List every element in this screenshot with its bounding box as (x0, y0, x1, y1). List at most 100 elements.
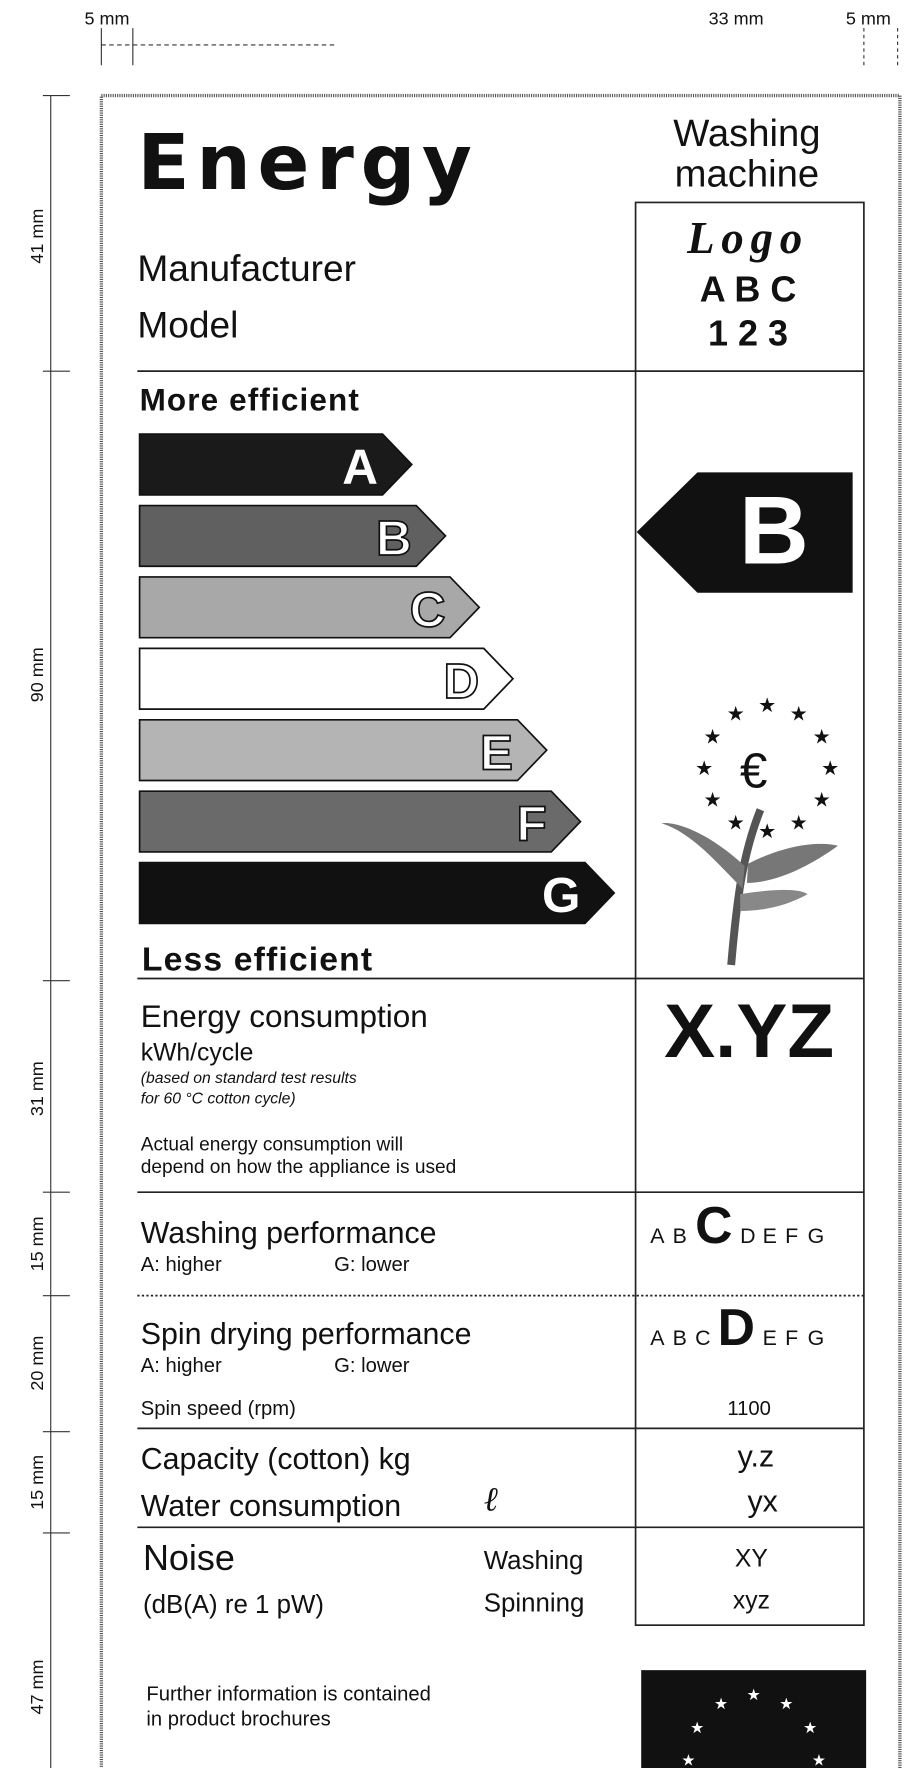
ecolabel-box (641, 1670, 867, 1768)
class-letter: A (342, 440, 378, 495)
noise-spinning-value: xyz (733, 1587, 770, 1614)
water-label: Water consumption (141, 1490, 401, 1523)
noise-washing: Washing (484, 1547, 584, 1575)
energy-value: X.YZ (664, 989, 834, 1074)
rating-letter-large: C (695, 1196, 732, 1254)
star: ★ (690, 1720, 704, 1737)
appliance: machine (675, 153, 819, 196)
spin-lower: G: lower (334, 1355, 410, 1377)
euro-sign: € (740, 743, 768, 798)
class-arrow (138, 647, 515, 710)
star: ★ (813, 726, 831, 748)
star: ★ (727, 703, 745, 725)
spin-higher: A: higher (141, 1355, 222, 1377)
class-letter: F (517, 797, 547, 852)
dim-label: 90 mm (27, 647, 47, 702)
title: Energy (137, 119, 478, 208)
star: ★ (704, 726, 722, 748)
rating-letter: E (763, 1224, 777, 1248)
manufacturer: Manufacturer (137, 247, 356, 289)
dimension-lines (42, 28, 899, 1768)
star: ★ (821, 758, 839, 780)
dim-label: 5 mm (846, 9, 891, 29)
energy-actual: Actual energy consumption will (141, 1135, 403, 1156)
washing-higher: A: higher (141, 1254, 222, 1276)
label-border (99, 93, 902, 1768)
energy-title: Energy consumption (141, 998, 428, 1034)
dim-label: 15 mm (27, 1455, 47, 1510)
star: ★ (790, 812, 808, 834)
capacity-label: Capacity (cotton) kg (141, 1443, 411, 1476)
class-arrow (138, 504, 447, 568)
rating-letter: A (650, 1326, 665, 1350)
rating-letter: B (673, 1224, 687, 1248)
star: ★ (803, 1720, 817, 1737)
logo: 1 2 3 (708, 312, 788, 353)
model: Model (137, 303, 238, 345)
footer-text: in product brochures (146, 1708, 330, 1730)
dim-label: 20 mm (27, 1336, 47, 1391)
class-arrow (138, 790, 582, 853)
less-efficient: Less efficient (142, 941, 373, 979)
dim-left: 41 mm 90 mm 31 mm 15 mm 20 mm 15 mm 47 m… (27, 209, 47, 1715)
spin-title: Spin drying performance (141, 1318, 472, 1351)
star: ★ (747, 1687, 761, 1704)
rating-letter: F (785, 1326, 798, 1350)
dim-label: 5 mm (84, 9, 129, 29)
star: ★ (758, 821, 776, 843)
star: ★ (758, 695, 776, 717)
appliance: Washing (673, 112, 820, 155)
star: ★ (779, 1696, 793, 1713)
noise-unit: (dB(A) re 1 pW) (143, 1591, 324, 1619)
star: ★ (704, 789, 722, 811)
class-letter: D (444, 654, 480, 709)
rating-letter: G (808, 1224, 825, 1248)
energy-note: for 60 °C cotton cycle) (141, 1090, 296, 1107)
energy-note: (based on standard test results (141, 1070, 357, 1087)
star: ★ (727, 812, 745, 834)
rating-letter: G (808, 1326, 825, 1350)
class-arrow (138, 433, 413, 496)
rating-letter: E (763, 1326, 777, 1350)
dim-label: 47 mm (27, 1660, 47, 1715)
washing-title: Washing performance (141, 1217, 437, 1250)
rating-arrow (636, 472, 853, 593)
rating-letter: C (695, 1326, 710, 1350)
dim-label: 15 mm (27, 1216, 47, 1271)
class-arrow (138, 576, 481, 639)
rating-letter-large: D (718, 1298, 755, 1356)
star: ★ (714, 1696, 728, 1713)
dim-label: 31 mm (27, 1061, 47, 1116)
water-value: yx (747, 1486, 777, 1519)
more-efficient: More efficient (140, 382, 360, 418)
class-arrow (138, 718, 548, 782)
rating-letter: B (673, 1326, 687, 1350)
footer-text: Further information is contained (146, 1684, 431, 1706)
energy-unit: kWh/cycle (141, 1040, 254, 1067)
star: ★ (813, 789, 831, 811)
energy-actual: depend on how the appliance is used (141, 1157, 457, 1178)
class-letter: G (542, 868, 580, 923)
class-arrow (138, 861, 616, 925)
noise-label: Noise (143, 1537, 235, 1578)
logo: Logo (686, 213, 809, 263)
rating-letter: A (650, 1224, 665, 1248)
class-letter: E (480, 725, 513, 780)
dim-label: 33 mm (709, 9, 764, 29)
washing-lower: G: lower (334, 1254, 410, 1276)
star: ★ (695, 758, 713, 780)
dividers (137, 370, 864, 1529)
water-unit: ℓ (484, 1481, 498, 1518)
star: ★ (681, 1752, 695, 1768)
class-letter: C (410, 582, 446, 637)
class-letter: B (376, 511, 412, 566)
eu-flower: € ★ ★★★★★★★★★★★ (661, 695, 839, 966)
rating-letter: D (740, 1224, 755, 1248)
noise-washing-value: XY (735, 1546, 768, 1573)
rating-letter: B (739, 476, 809, 584)
